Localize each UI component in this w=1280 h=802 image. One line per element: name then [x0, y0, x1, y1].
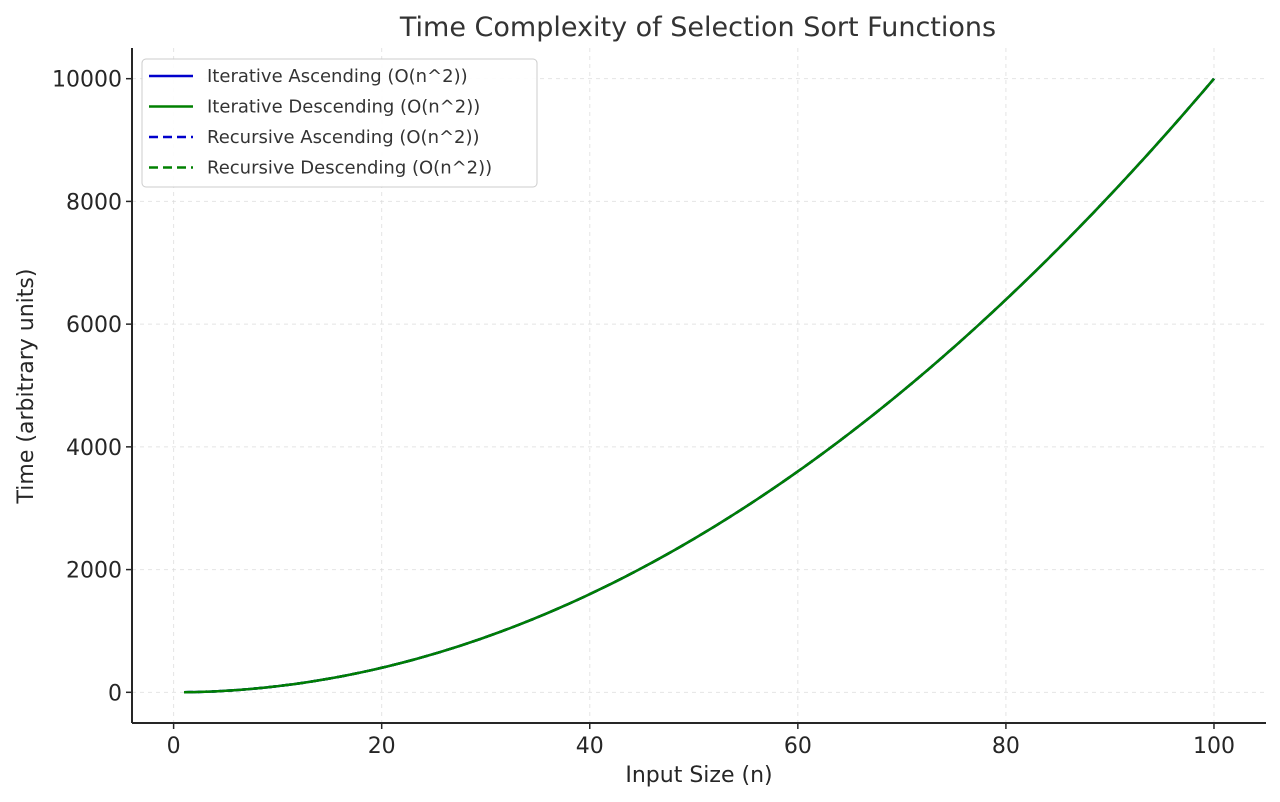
y-ticks: 0 2000 4000 6000 8000 10000 — [52, 68, 132, 706]
y-axis-label: Time (arbitrary units) — [14, 269, 39, 505]
x-tick-label: 20 — [368, 734, 396, 759]
legend-label: Recursive Ascending (O(n^2)) — [207, 127, 480, 148]
legend: Iterative Ascending (O(n^2)) Iterative De… — [141, 58, 538, 188]
y-tick-label: 8000 — [66, 190, 122, 215]
legend-label: Iterative Descending (O(n^2)) — [207, 97, 480, 118]
x-axis-label: Input Size (n) — [625, 763, 772, 788]
y-tick-label: 2000 — [66, 559, 122, 584]
y-tick-label: 10000 — [52, 68, 122, 93]
x-tick-label: 60 — [784, 734, 812, 759]
y-tick-label: 4000 — [66, 436, 122, 461]
x-ticks: 0 20 40 60 80 100 — [167, 723, 1235, 759]
x-tick-label: 0 — [167, 734, 181, 759]
y-tick-label: 6000 — [66, 313, 122, 338]
series-lines — [184, 77, 1215, 694]
legend-label: Recursive Descending (O(n^2)) — [207, 158, 492, 179]
legend-box — [141, 58, 538, 188]
x-tick-label: 40 — [576, 734, 604, 759]
legend-label: Iterative Ascending (O(n^2)) — [207, 66, 468, 87]
x-tick-label: 100 — [1193, 734, 1235, 759]
series-line-4 — [184, 77, 1215, 694]
chart-title: Time Complexity of Selection Sort Functi… — [399, 12, 996, 43]
x-tick-label: 80 — [992, 734, 1020, 759]
y-tick-label: 0 — [108, 681, 122, 706]
